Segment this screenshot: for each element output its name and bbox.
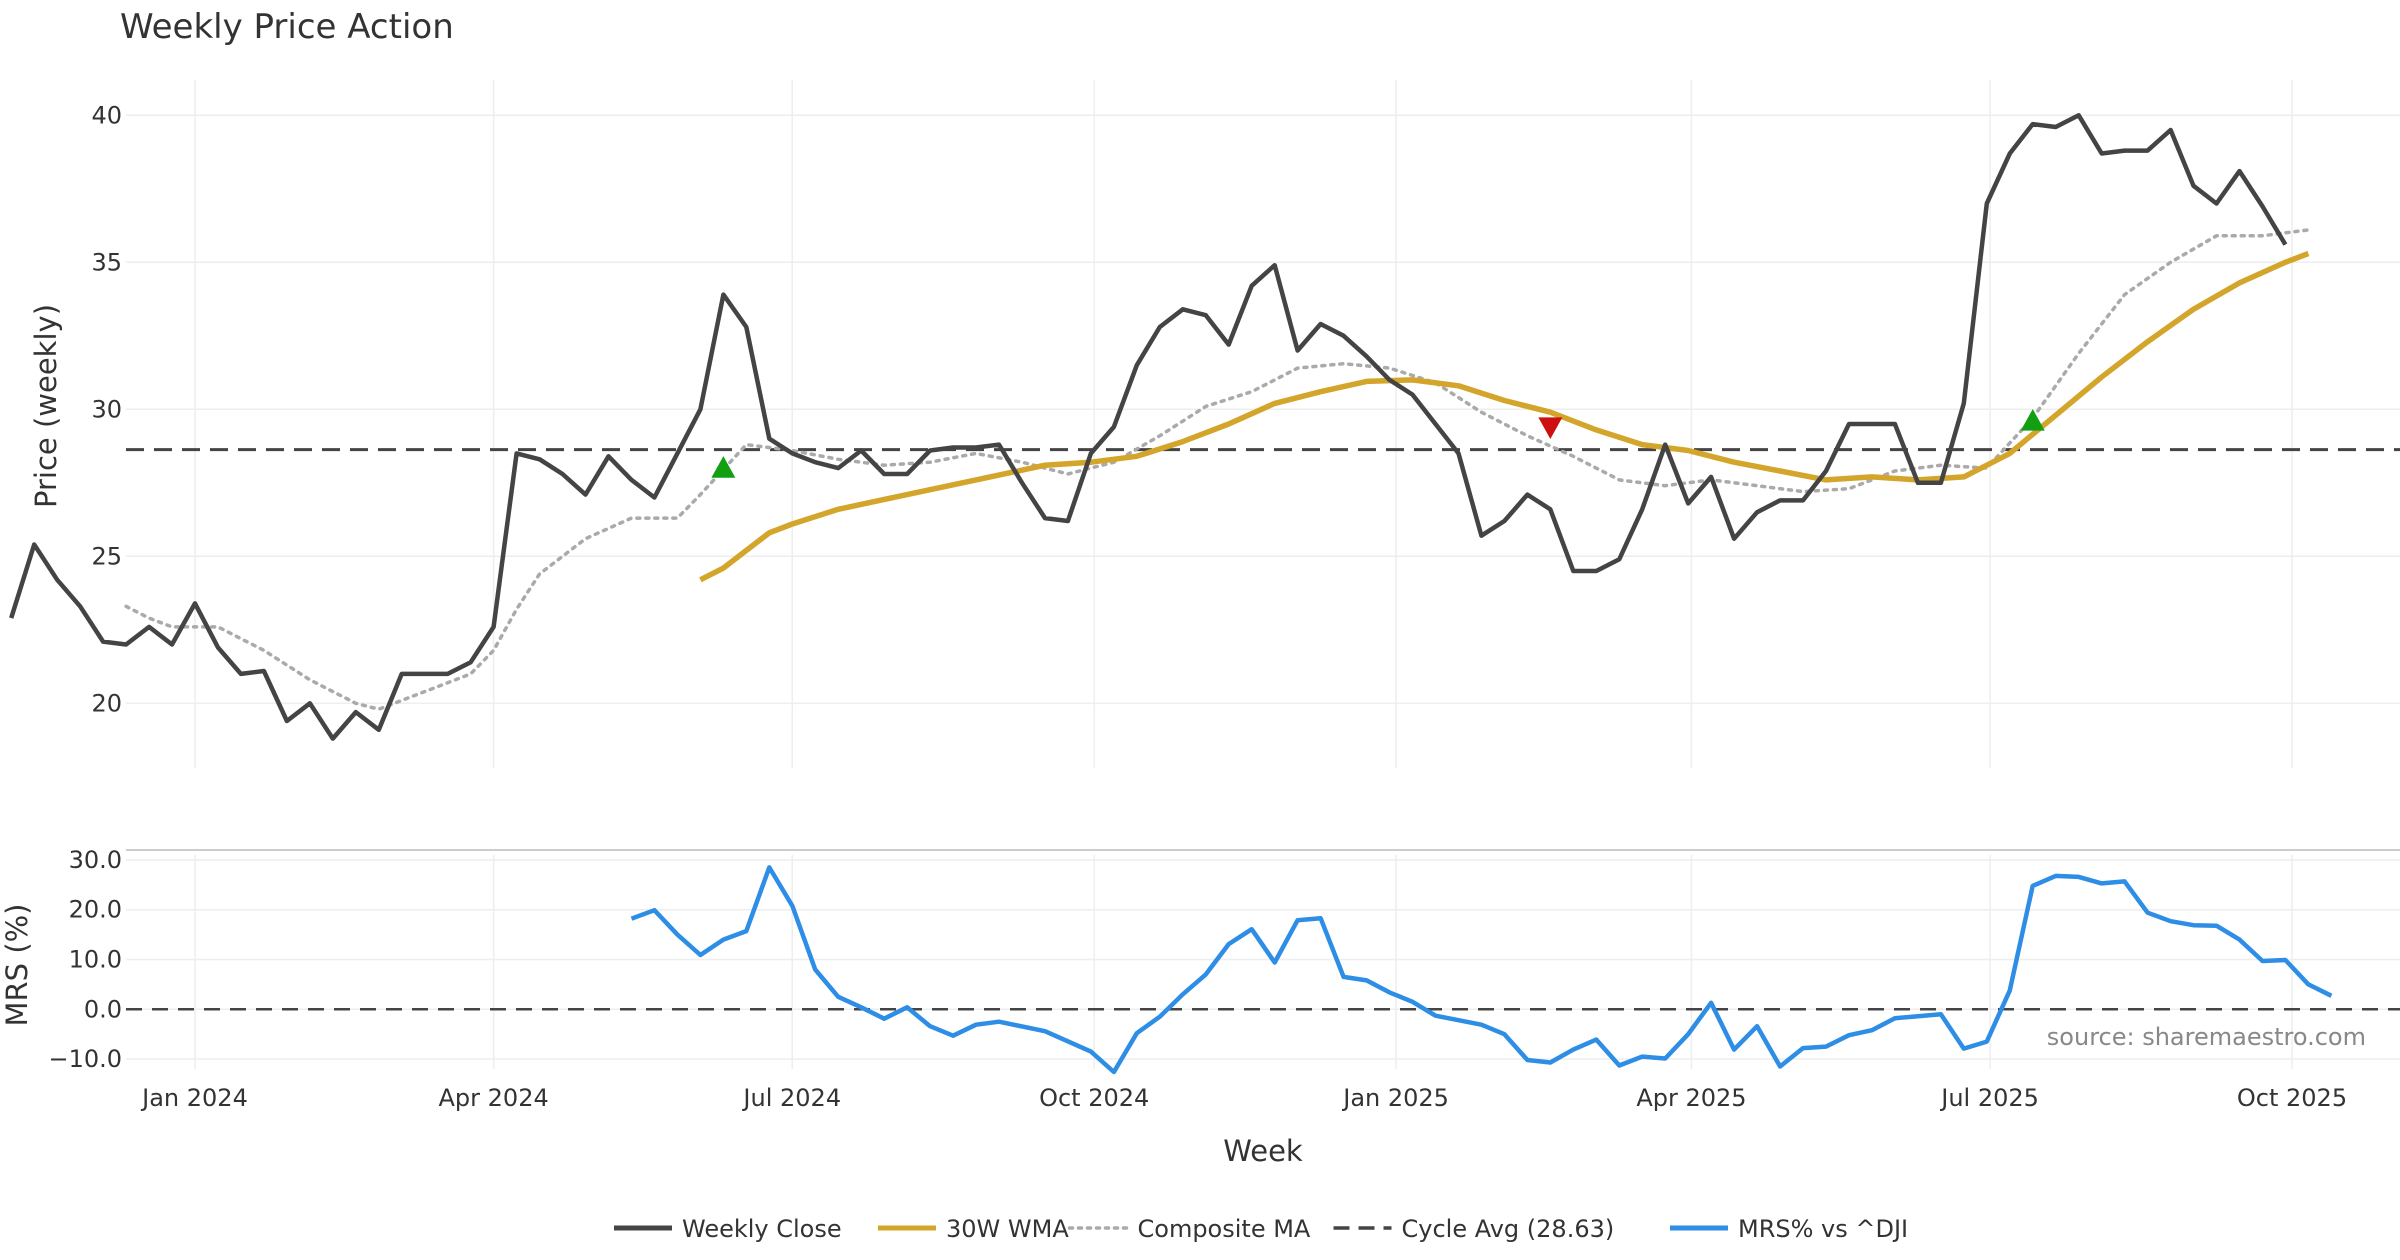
legend-label: 30W WMA [946, 1215, 1069, 1243]
mrs-y-tick-label: 0.0 [84, 995, 122, 1023]
x-axis-title: Week [1223, 1134, 1303, 1168]
mrs-y-tick-label: 10.0 [69, 946, 122, 974]
weekly-close-line [9, 113, 2288, 741]
mrs-y-ticks: 30.0 20.0 10.0 0.0 −10.0 [48, 846, 122, 1073]
mrs-y-tick-label: 20.0 [69, 896, 122, 924]
mrs-y-tick-label: −10.0 [48, 1045, 122, 1073]
price-y-tick-label: 40 [91, 101, 122, 129]
x-tick-label: Apr 2024 [439, 1084, 549, 1112]
sell-signal-marker [1538, 417, 1563, 439]
buy-signal-marker [711, 456, 736, 478]
x-tick-label: Jul 2025 [1939, 1084, 2039, 1112]
price-y-ticks: 20 25 30 35 40 [91, 101, 122, 717]
x-tick-label: Jan 2025 [1341, 1084, 1449, 1112]
price-y-axis-title: Price (weekly) [29, 304, 63, 508]
composite-ma-line [124, 228, 2311, 712]
legend-label: MRS% vs ^DJI [1738, 1215, 1908, 1243]
wma-30w-line [699, 250, 2310, 583]
chart-title: Weekly Price Action [120, 7, 454, 47]
price-y-tick-label: 20 [91, 689, 122, 717]
mrs-y-axis-title: MRS (%) [0, 904, 34, 1027]
buy-signal-marker [2020, 409, 2045, 431]
x-tick-label: Apr 2025 [1636, 1084, 1746, 1112]
source-note: source: sharemaestro.com [2047, 1023, 2366, 1051]
price-y-tick-label: 35 [91, 248, 122, 276]
x-tick-label: Jan 2024 [140, 1084, 248, 1112]
legend-label: Cycle Avg (28.63) [1402, 1215, 1615, 1243]
price-y-tick-label: 30 [91, 395, 122, 423]
mrs-series [630, 865, 2333, 1075]
legend-label: Weekly Close [682, 1215, 842, 1243]
signal-markers [711, 409, 2045, 478]
legend-label: Composite MA [1138, 1215, 1311, 1243]
price-y-tick-label: 25 [91, 542, 122, 570]
x-tick-label: Oct 2024 [1039, 1084, 1149, 1112]
mrs-y-tick-label: 30.0 [69, 846, 122, 874]
legend: Weekly Close 30W WMA Composite MA Cycle Avg… [614, 1215, 1908, 1243]
mrs-line [630, 865, 2333, 1075]
price-grid [126, 80, 2400, 768]
x-tick-label: Oct 2025 [2237, 1084, 2347, 1112]
price-series [9, 113, 2311, 741]
x-tick-label: Jul 2024 [741, 1084, 841, 1112]
x-axis-ticks: Jan 2024 Apr 2024 Jul 2024 Oct 2024 Jan 2025… [140, 1084, 2347, 1112]
